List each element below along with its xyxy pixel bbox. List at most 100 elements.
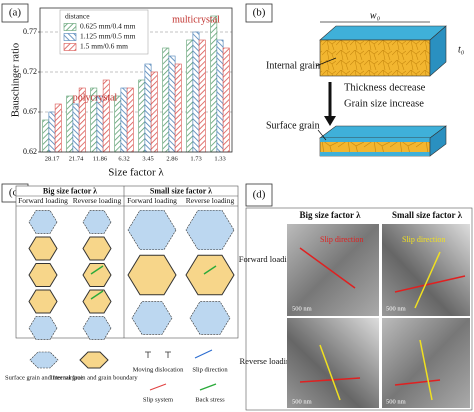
subheader: Forward loading [127,196,177,205]
annotation: multicrystal [172,14,220,25]
back-stress [90,265,104,275]
legend-label: 1.125 mm/0.5 mm [80,32,136,41]
surface-layer [320,138,430,142]
panel-label: (d) [253,189,266,201]
x-tick-label: 2.86 [166,155,178,162]
bar [66,95,74,153]
subheader: Forward loading [18,196,68,205]
text: Thickness decrease [344,82,426,93]
x-tick-label: 6.32 [118,155,129,162]
bar [114,95,122,153]
legend-icon [199,383,217,391]
x-tick-label: 1.73 [190,155,201,162]
legend-text: Internal grain and grain boundary [50,374,138,381]
scale-bar: 500 nm [386,305,406,312]
slab-top [319,125,447,139]
label-box [1,3,29,23]
bar [126,87,134,153]
bar [222,47,230,153]
header: Big size factor λ [300,210,362,220]
text: Internal grain [266,60,320,71]
legend-swatch [63,23,77,31]
grain [127,254,177,296]
legend-text: Slip direction [192,366,228,373]
bar [48,111,56,153]
label-box [245,3,273,23]
y-tick-label: 0.67 [23,107,37,116]
text: Grain size increase [344,98,424,109]
grain [82,289,112,314]
bar [198,39,206,153]
legend-text: Surface grain and free surface [5,374,83,381]
x-tick-label: 11.86 [93,155,108,162]
tem-image [287,318,379,408]
back-stress [203,265,217,275]
bar [72,103,80,153]
annotation: Slip direction [320,235,363,244]
hex-diagram [28,209,235,340]
grain [189,301,231,335]
slab-side [429,25,447,77]
header: Small size factor λ [150,186,212,195]
x-tick-label: 21.74 [69,155,84,162]
bar [174,63,182,153]
bar [210,15,218,153]
panel-label: (b) [253,7,266,19]
grain [82,316,112,340]
legend-swatch [63,33,77,41]
slip-line [299,377,361,383]
grain [82,262,112,288]
legend-label: 0.625 mm/0.4 mm [80,22,136,31]
bar [54,103,62,153]
bar [150,71,158,153]
bar [144,63,152,153]
pointer [315,57,337,67]
dim-label: t₀ [458,44,465,55]
scale-bar: 500 nm [386,398,406,405]
dim-label: w₀ [370,10,381,21]
plot-frame [39,7,233,153]
subheader: Reverse loading [73,196,122,205]
scale-bar: 500 nm [292,305,312,312]
panel-label: (a) [9,7,22,19]
y-axis-label: Bauschinger ratio [10,43,21,117]
grain [28,236,58,261]
bar [168,55,176,153]
back-stress [90,290,104,300]
text: Surface grain [266,120,320,131]
legend-text: Moving dislocation [133,366,184,373]
subheader: Reverse loading [186,196,235,205]
annotation: Slip direction [402,235,445,244]
grain [185,209,235,251]
bar [102,79,110,153]
bar [192,31,200,153]
grain [28,262,58,288]
legend-title: distance [65,12,90,21]
slip-line [394,379,441,386]
panel-c: (c) Big size factor λ Small size factor … [1,183,239,403]
header: Small size factor λ [392,210,463,220]
header: Big size factor λ [43,186,97,195]
grain [127,209,177,251]
bar [186,39,194,153]
legend-swatch [29,351,59,369]
slab-front [319,39,431,77]
grain [82,236,112,261]
panel-b: (b) w₀ t₀ Internal grain Thickness decre… [245,3,465,157]
y-tick-label: 0.77 [23,27,37,36]
y-tick-label: 0.62 [23,147,37,156]
pointer [317,129,327,141]
annotation: polycrystal [73,92,118,103]
tem-image [287,224,379,316]
bar [216,39,224,153]
slip-line [414,251,441,309]
x-axis-label: Size factor λ [108,167,164,179]
legend-label: 1.5 mm/0.6 mm [80,42,128,51]
arrow-head [324,116,336,126]
slip-line [394,275,466,293]
surface-layer [320,152,430,156]
legend-swatch [79,351,109,369]
legend-swatch [63,43,77,51]
scale-bar: 500 nm [292,398,312,405]
